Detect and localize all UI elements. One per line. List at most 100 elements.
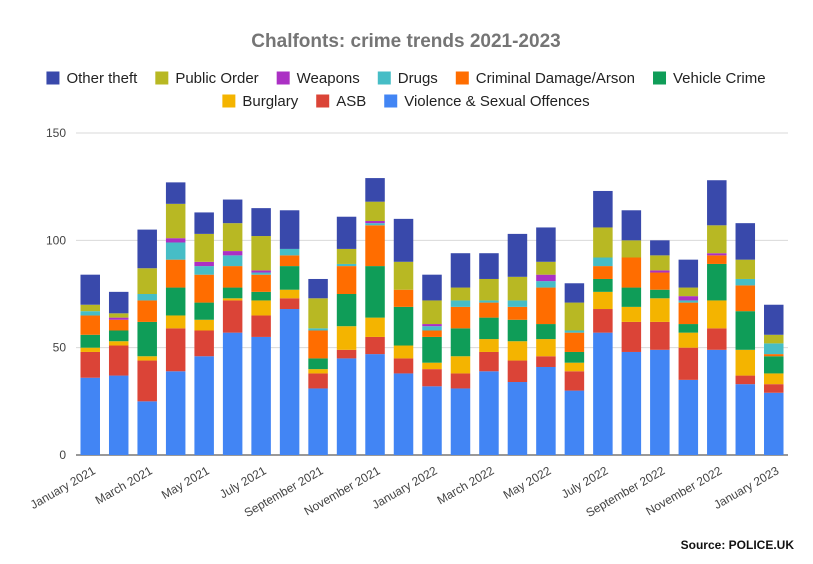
- bar-stack: [165, 182, 186, 455]
- bar-segment-weapons: [165, 238, 186, 243]
- bar-segment-burglary: [564, 362, 585, 372]
- bar-stack: [593, 190, 613, 455]
- bar-segment-drugs: [165, 242, 186, 260]
- bar-segment-criminal-damage-arson: [222, 266, 243, 288]
- bar-segment-weapons: [222, 251, 243, 256]
- bar-segment-violence-sexual-offences: [764, 392, 784, 455]
- bar-stack: [308, 278, 328, 455]
- bar-segment-other-theft: [222, 199, 243, 224]
- bar-segment-vehicle-crime: [593, 278, 613, 292]
- bar-segment-public-order: [336, 248, 357, 264]
- y-axis: 0 50 100 150: [46, 126, 66, 462]
- x-tick-label: May 2022: [501, 463, 554, 502]
- bar-segment-weapons: [108, 317, 129, 320]
- bar-segment-burglary: [507, 341, 528, 361]
- bar-segment-vehicle-crime: [279, 266, 300, 290]
- bar-segment-public-order: [621, 240, 642, 258]
- legend-item-drugs: Drugs: [377, 70, 438, 87]
- bar-segment-vehicle-crime: [336, 294, 357, 327]
- bar-segment-vehicle-crime: [507, 319, 528, 342]
- bar-segment-drugs: [336, 263, 357, 267]
- bar-segment-violence-sexual-offences: [308, 388, 328, 455]
- bar-segment-asb: [194, 330, 214, 357]
- bar-segment-vehicle-crime: [422, 336, 442, 363]
- legend-item-other-theft: Other theft: [46, 70, 138, 87]
- bar-stack: [80, 274, 100, 455]
- bar-segment-other-theft: [279, 210, 300, 249]
- bar-segment-violence-sexual-offences: [108, 375, 129, 455]
- legend-swatch: [276, 71, 290, 85]
- bar-segment-drugs: [422, 326, 442, 331]
- bar-segment-public-order: [422, 300, 442, 325]
- bar-segment-public-order: [137, 268, 157, 294]
- bar-segment-public-order: [536, 261, 556, 275]
- bar-segment-public-order: [650, 255, 670, 271]
- bar-segment-drugs: [678, 300, 699, 303]
- chart-title: Chalfonts: crime trends 2021-2023: [251, 31, 560, 52]
- bar-segment-violence-sexual-offences: [507, 382, 528, 455]
- bar-segment-burglary: [450, 356, 471, 374]
- y-tick-label: 0: [59, 448, 66, 462]
- bar-segment-other-theft: [678, 259, 699, 288]
- bar-segment-criminal-damage-arson: [80, 315, 100, 335]
- y-tick-label: 100: [46, 233, 66, 247]
- bar-segment-violence-sexual-offences: [536, 366, 556, 455]
- bar-segment-vehicle-crime: [108, 330, 129, 342]
- bar-segment-drugs: [564, 330, 585, 333]
- bar-segment-criminal-damage-arson: [764, 354, 784, 357]
- bar-segment-criminal-damage-arson: [308, 330, 328, 359]
- bar-segment-asb: [479, 351, 499, 372]
- bar-segment-weapons: [422, 324, 442, 327]
- bar-segment-criminal-damage-arson: [536, 287, 556, 325]
- bar-segment-violence-sexual-offences: [422, 386, 442, 455]
- bar-stack: [564, 283, 585, 455]
- x-tick-label: January 2021: [28, 463, 98, 512]
- bar-segment-drugs: [365, 223, 385, 226]
- bar-segment-violence-sexual-offences: [393, 373, 414, 455]
- chart-legend: Other theft Public Order Weapons Drugs Crimi…: [46, 70, 766, 110]
- bar-segment-vehicle-crime: [650, 289, 670, 299]
- bar-stack: [108, 291, 129, 455]
- bar-segment-asb: [450, 373, 471, 389]
- bar-segment-other-theft: [593, 190, 613, 228]
- bar-segment-public-order: [507, 276, 528, 301]
- bar-segment-violence-sexual-offences: [450, 388, 471, 455]
- legend-item-weapons: Weapons: [276, 70, 360, 87]
- bar-segment-asb: [393, 358, 414, 374]
- bar-segment-violence-sexual-offences: [650, 349, 670, 455]
- legend-label: Violence & Sexual Offences: [404, 93, 589, 110]
- x-tick-label: March 2022: [435, 463, 497, 507]
- legend-item-vehicle-crime: Vehicle Crime: [653, 70, 766, 87]
- bar-segment-burglary: [479, 339, 499, 352]
- bar-segment-public-order: [194, 233, 214, 262]
- bar-segment-burglary: [80, 347, 100, 352]
- bar-segment-weapons: [707, 253, 727, 256]
- bar-segment-violence-sexual-offences: [336, 358, 357, 455]
- x-tick-label: March 2021: [93, 463, 155, 507]
- bar-segment-asb: [621, 321, 642, 352]
- x-tick-label: January 2023: [711, 463, 781, 512]
- bar-segment-other-theft: [764, 304, 784, 335]
- bar-segment-vehicle-crime: [735, 311, 756, 350]
- bar-segment-burglary: [336, 326, 357, 350]
- legend-label: Other theft: [66, 70, 138, 87]
- bar-segment-public-order: [564, 302, 585, 331]
- legend-label: Public Order: [175, 70, 258, 87]
- bar-segment-burglary: [165, 315, 186, 329]
- bar-segment-burglary: [194, 319, 214, 331]
- bar-stack: [764, 304, 784, 455]
- bar-segment-other-theft: [365, 178, 385, 202]
- legend-item-asb: ASB: [316, 93, 366, 110]
- bar-segment-criminal-damage-arson: [564, 332, 585, 352]
- bar-segment-burglary: [308, 369, 328, 374]
- bar-segment-other-theft: [735, 223, 756, 260]
- bar-segment-other-theft: [80, 274, 100, 305]
- bar-segment-burglary: [279, 289, 300, 299]
- bar-segment-asb: [735, 375, 756, 385]
- bar-segment-burglary: [735, 349, 756, 376]
- bar-segment-vehicle-crime: [450, 328, 471, 357]
- bar-segment-public-order: [251, 236, 271, 271]
- bar-segment-criminal-damage-arson: [678, 302, 699, 325]
- bar-segment-violence-sexual-offences: [621, 351, 642, 455]
